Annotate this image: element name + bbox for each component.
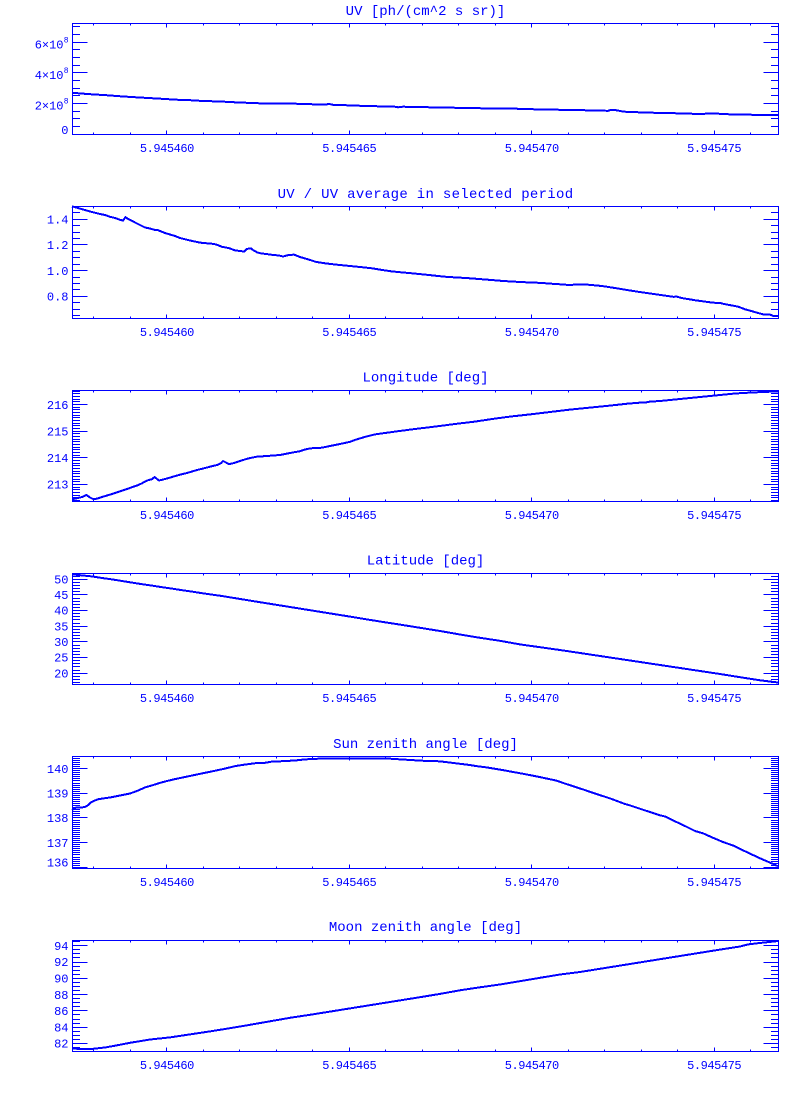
svg-text:40: 40 [54,605,68,619]
svg-text:5.945470: 5.945470 [505,326,559,340]
svg-text:5.945470: 5.945470 [505,1059,559,1073]
svg-text:35: 35 [54,620,68,634]
svg-text:1.4: 1.4 [47,213,69,227]
svg-text:UV [ph/(cm^2 s sr)]: UV [ph/(cm^2 s sr)] [346,4,506,20]
svg-text:88: 88 [54,989,68,1003]
svg-text:0.8: 0.8 [47,291,69,305]
svg-text:5.945470: 5.945470 [505,142,559,156]
svg-text:214: 214 [47,452,69,466]
svg-text:8: 8 [64,98,69,107]
svg-text:140: 140 [47,763,69,777]
svg-text:5.945475: 5.945475 [687,509,741,523]
svg-text:Moon zenith angle [deg]: Moon zenith angle [deg] [329,920,522,936]
svg-text:137: 137 [47,837,69,851]
svg-text:5.945460: 5.945460 [140,692,194,706]
svg-text:5.945465: 5.945465 [322,326,376,340]
svg-text:8: 8 [64,67,69,76]
svg-text:86: 86 [54,1005,68,1019]
svg-text:5.945475: 5.945475 [687,326,741,340]
svg-text:1.0: 1.0 [47,265,69,279]
svg-text:30: 30 [54,636,68,650]
svg-text:5.945475: 5.945475 [687,692,741,706]
svg-text:50: 50 [54,573,68,587]
svg-text:4×10: 4×10 [35,69,64,83]
svg-text:5.945470: 5.945470 [505,692,559,706]
svg-text:8: 8 [64,36,69,45]
svg-text:1.2: 1.2 [47,239,69,253]
svg-text:25: 25 [54,652,68,666]
svg-text:2×10: 2×10 [35,100,64,114]
svg-text:5.945470: 5.945470 [505,509,559,523]
svg-text:45: 45 [54,589,68,603]
svg-text:Longitude [deg]: Longitude [deg] [362,371,488,387]
svg-text:5.945465: 5.945465 [322,876,376,890]
svg-text:215: 215 [47,425,69,439]
svg-text:5.945475: 5.945475 [687,1059,741,1073]
svg-text:5.945465: 5.945465 [322,692,376,706]
svg-text:5.945460: 5.945460 [140,1059,194,1073]
svg-text:138: 138 [47,812,69,826]
svg-text:5.945475: 5.945475 [687,876,741,890]
svg-text:94: 94 [54,940,68,954]
svg-text:UV / UV average in selected pe: UV / UV average in selected period [278,187,574,203]
svg-text:213: 213 [47,479,69,493]
svg-text:Latitude [deg]: Latitude [deg] [367,554,485,570]
svg-text:20: 20 [54,667,68,681]
svg-text:5.945460: 5.945460 [140,876,194,890]
svg-text:0: 0 [61,124,68,138]
svg-text:139: 139 [47,788,69,802]
svg-text:84: 84 [54,1021,68,1035]
svg-text:6×10: 6×10 [35,39,64,53]
svg-text:5.945470: 5.945470 [505,876,559,890]
svg-text:5.945475: 5.945475 [687,142,741,156]
svg-text:5.945460: 5.945460 [140,326,194,340]
svg-text:5.945460: 5.945460 [140,509,194,523]
svg-text:5.945460: 5.945460 [140,142,194,156]
svg-text:136: 136 [47,857,69,871]
svg-text:5.945465: 5.945465 [322,509,376,523]
svg-text:92: 92 [54,956,68,970]
svg-text:216: 216 [47,399,69,413]
svg-text:Sun zenith angle [deg]: Sun zenith angle [deg] [333,737,518,753]
svg-text:5.945465: 5.945465 [322,142,376,156]
svg-text:90: 90 [54,973,68,987]
svg-text:82: 82 [54,1038,68,1052]
svg-text:5.945465: 5.945465 [322,1059,376,1073]
